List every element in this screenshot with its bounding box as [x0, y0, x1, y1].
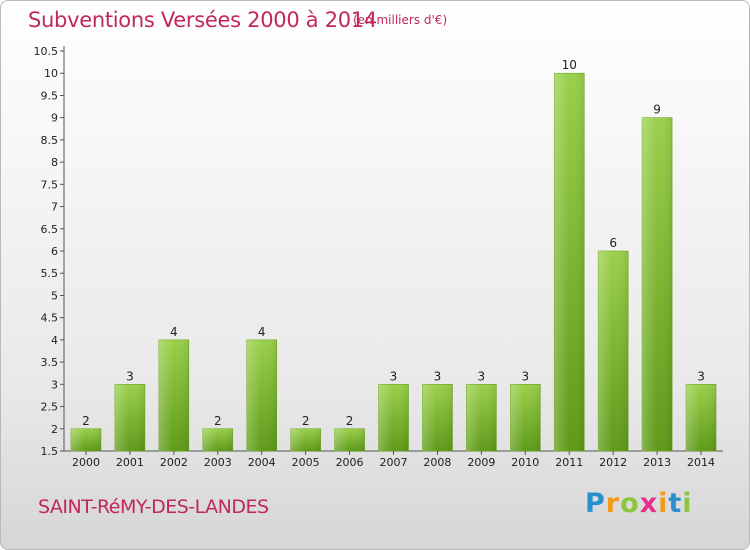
y-tick-label: 5: [51, 289, 58, 302]
data-label: 3: [478, 369, 486, 383]
bar-shading: [422, 384, 453, 451]
y-tick-label: 1.5: [41, 445, 59, 458]
data-label: 2: [214, 414, 222, 428]
bar-shading: [158, 339, 189, 451]
unit-note: (en milliers d'€): [353, 13, 448, 27]
y-tick-label: 9.5: [41, 89, 59, 102]
y-tick-label: 2.5: [41, 401, 59, 414]
y-tick-label: 4.5: [41, 312, 59, 325]
x-tick-label: 2002: [160, 456, 188, 469]
data-label: 3: [697, 369, 705, 383]
logo-letter: i: [682, 488, 693, 519]
bar-shading: [114, 384, 145, 451]
y-tick-label: 3.5: [41, 356, 59, 369]
bar-shading: [290, 428, 321, 451]
bar-shading: [598, 251, 629, 451]
x-tick-label: 2000: [72, 456, 100, 469]
x-tick-label: 2008: [423, 456, 451, 469]
x-tick-label: 2001: [116, 456, 144, 469]
x-tick-label: 2013: [643, 456, 671, 469]
x-tick-label: 2003: [204, 456, 232, 469]
x-tick-label: 2012: [599, 456, 627, 469]
y-tick-label: 5.5: [41, 267, 59, 280]
x-tick-label: 2007: [380, 456, 408, 469]
data-label: 4: [170, 325, 178, 339]
data-label: 3: [390, 369, 398, 383]
bar-shading: [686, 384, 717, 451]
y-tick-label: 9: [51, 112, 58, 125]
commune-name: SAINT-RéMY-DES-LANDES: [38, 496, 269, 518]
y-tick-label: 7.5: [41, 178, 59, 191]
y-tick-label: 10.5: [34, 45, 59, 58]
bar-shading: [70, 428, 101, 451]
data-label: 10: [562, 58, 577, 72]
x-tick-label: 2011: [555, 456, 583, 469]
data-label: 4: [258, 325, 266, 339]
y-tick-label: 10: [44, 67, 58, 80]
bar-shading: [642, 117, 673, 452]
x-tick-label: 2005: [292, 456, 320, 469]
data-label: 3: [126, 369, 134, 383]
logo-letter: o: [620, 488, 640, 519]
logo-letter: t: [668, 488, 683, 519]
bar-shading: [466, 384, 497, 451]
bar-shading: [246, 339, 277, 451]
y-tick-label: 2: [51, 423, 58, 436]
x-tick-label: 2010: [511, 456, 539, 469]
chart-title: Subventions Versées 2000 à 2014: [28, 8, 377, 32]
y-tick-label: 8: [51, 156, 58, 169]
logo-letter: x: [639, 488, 659, 519]
proxiti-logo: Proxiti: [585, 488, 693, 519]
x-tick-label: 2006: [336, 456, 364, 469]
bar-shading: [554, 73, 585, 451]
bar-shading: [510, 384, 541, 451]
data-label: 9: [653, 103, 661, 117]
data-label: 3: [521, 369, 529, 383]
bar-shading: [334, 428, 365, 451]
data-label: 6: [609, 236, 617, 250]
y-tick-label: 3: [51, 378, 58, 391]
y-tick-label: 7: [51, 201, 58, 214]
bar-shading: [202, 428, 233, 451]
y-tick-label: 6: [51, 245, 58, 258]
y-tick-label: 8.5: [41, 134, 59, 147]
bar-shading: [378, 384, 409, 451]
data-label: 2: [346, 414, 354, 428]
data-label: 2: [302, 414, 310, 428]
x-tick-label: 2004: [248, 456, 276, 469]
logo-letter: i: [658, 488, 669, 519]
x-tick-label: 2014: [687, 456, 715, 469]
data-label: 2: [82, 414, 90, 428]
y-tick-label: 6.5: [41, 223, 59, 236]
logo-letter: r: [605, 488, 621, 519]
logo-letter: P: [585, 488, 606, 519]
y-tick-label: 4: [51, 334, 58, 347]
data-label: 3: [434, 369, 442, 383]
x-tick-label: 2009: [467, 456, 495, 469]
